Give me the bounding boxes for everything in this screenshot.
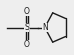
Text: O: O <box>24 39 30 49</box>
Text: O: O <box>24 6 30 16</box>
Text: S: S <box>24 23 29 32</box>
Text: N: N <box>42 23 48 32</box>
